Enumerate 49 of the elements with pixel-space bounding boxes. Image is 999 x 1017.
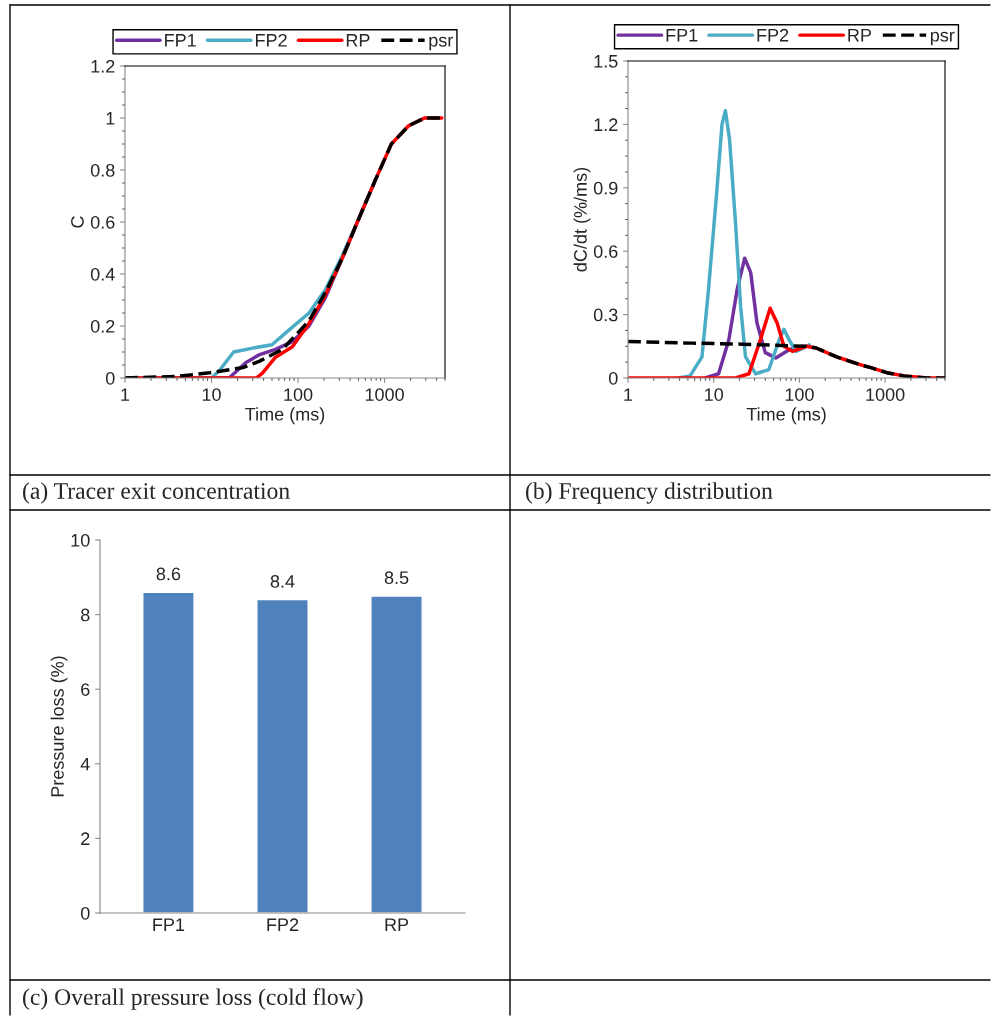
legend-label: psr: [429, 36, 454, 51]
y-axis-title: Pressure loss (%): [50, 656, 68, 797]
x-axis-title: Time (ms): [245, 407, 325, 425]
y-tick-label: 0.6: [593, 245, 618, 258]
y-tick-label: 1.5: [594, 55, 618, 68]
x-tick-label: FP2: [267, 918, 299, 931]
legend-label: FP1: [165, 34, 196, 47]
y-tick-label: 0.3: [593, 308, 618, 322]
y-tick-label: 0.8: [90, 163, 115, 177]
y-tick-label: 10: [71, 533, 90, 547]
y-tick-label: 4: [80, 757, 90, 771]
y-tick-label: 1.2: [594, 118, 618, 131]
x-tick-label: 10: [705, 388, 724, 401]
y-tick-label: 1.2: [91, 59, 115, 73]
y-axis-title: C: [71, 216, 84, 228]
y-tick-label: 0: [105, 371, 115, 385]
x-tick-label: 100: [785, 388, 814, 401]
y-tick-label: 8: [81, 608, 90, 622]
y-tick-label: 2: [81, 832, 90, 845]
legend-label: FP2: [255, 33, 287, 47]
y-axis-title: dC/dt (%/ms): [573, 167, 591, 272]
data-label: 8.5: [384, 571, 409, 585]
x-tick-label: 1: [121, 388, 130, 401]
y-tick-label: 6: [81, 683, 90, 696]
x-tick-label: 10: [202, 388, 221, 401]
legend-label: psr: [930, 31, 955, 46]
legend-label: FP2: [757, 28, 789, 42]
y-tick-label: 0.9: [593, 181, 618, 195]
y-tick-label: 0.2: [90, 319, 115, 333]
data-label: 8.6: [156, 567, 181, 581]
data-label: 8.4: [270, 574, 295, 588]
x-axis-title: Time (ms): [746, 407, 826, 425]
legend-label: RP: [346, 34, 370, 47]
x-tick-label: 100: [284, 388, 313, 401]
legend-label: RP: [848, 29, 872, 42]
x-tick-label: 1: [624, 388, 633, 401]
y-tick-label: 1: [106, 112, 115, 125]
y-tick-label: 0: [608, 371, 618, 385]
y-tick-label: 0.6: [90, 215, 115, 229]
text: (c) Overall pressure loss (cold flow): [23, 988, 363, 1010]
legend-label: FP1: [666, 29, 698, 42]
y-tick-label: 0: [80, 906, 90, 920]
x-tick-label: FP1: [153, 918, 185, 931]
text: (b) Frequency distribution: [526, 482, 773, 504]
x-tick-label: RP: [385, 918, 409, 931]
text: (a) Tracer exit concentration: [23, 482, 290, 504]
x-tick-label: 1000: [365, 388, 404, 401]
y-tick-label: 0.4: [90, 267, 115, 281]
x-tick-label: 1000: [866, 388, 905, 401]
